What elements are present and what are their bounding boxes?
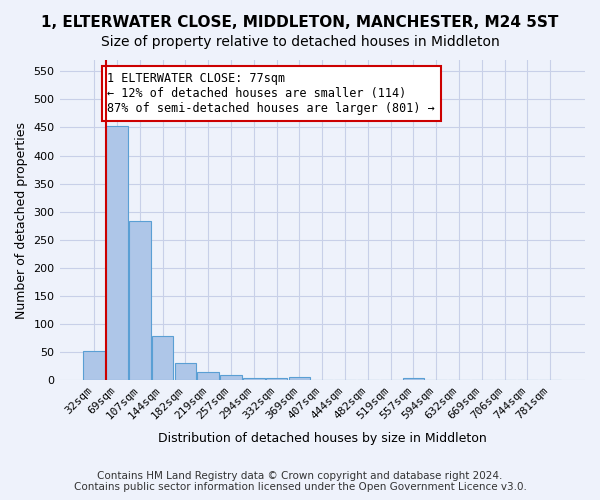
Text: 1 ELTERWATER CLOSE: 77sqm
← 12% of detached houses are smaller (114)
87% of semi: 1 ELTERWATER CLOSE: 77sqm ← 12% of detac… (107, 72, 435, 116)
Text: Size of property relative to detached houses in Middleton: Size of property relative to detached ho… (101, 35, 499, 49)
Bar (289, 377, 310, 380)
Y-axis label: Number of detached properties: Number of detached properties (15, 122, 28, 318)
Bar (243, 378, 265, 380)
Text: Contains HM Land Registry data © Crown copyright and database right 2024.
Contai: Contains HM Land Registry data © Crown c… (74, 471, 526, 492)
Bar (106, 126, 128, 380)
X-axis label: Distribution of detached houses by size in Middleton: Distribution of detached houses by size … (158, 432, 487, 445)
Bar (266, 378, 287, 380)
Bar (83, 350, 105, 380)
Bar (220, 374, 242, 380)
Bar (129, 222, 151, 380)
Text: 1, ELTERWATER CLOSE, MIDDLETON, MANCHESTER, M24 5ST: 1, ELTERWATER CLOSE, MIDDLETON, MANCHEST… (41, 15, 559, 30)
Bar (152, 336, 173, 380)
Bar (197, 372, 219, 380)
Bar (175, 364, 196, 380)
Bar (403, 378, 424, 380)
